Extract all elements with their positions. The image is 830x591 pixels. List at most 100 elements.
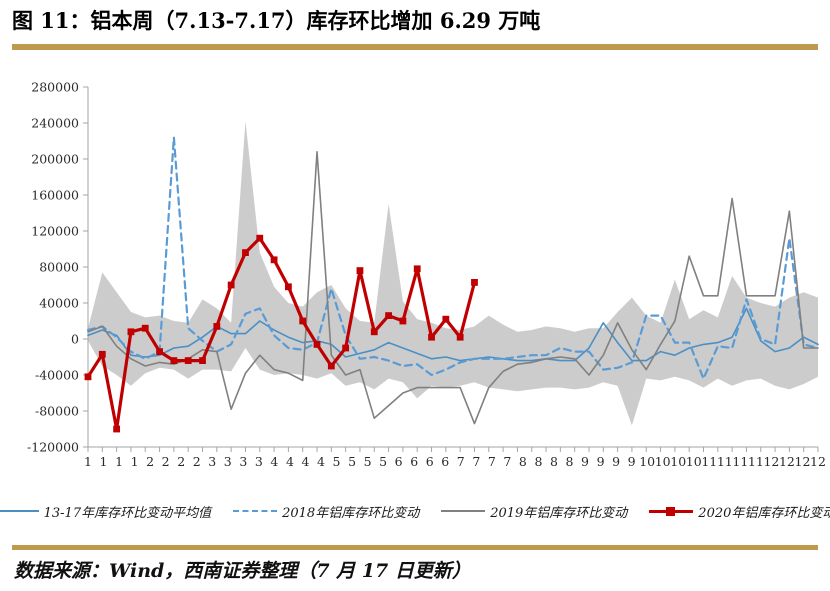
series-marker-2020 (156, 348, 163, 355)
x-axis-tick-label: 4 (270, 454, 278, 469)
series-marker-2020 (184, 357, 192, 364)
legend-label-avg: 13-17年库存环比变动平均值 (43, 505, 212, 521)
series-marker-2020 (299, 317, 307, 325)
series-marker-2020 (456, 333, 464, 341)
legend-swatch-2020 (649, 505, 694, 517)
x-axis-tick-label: 1 (115, 454, 123, 469)
x-axis-tick-label: 8 (566, 454, 574, 469)
series-marker-2020 (98, 350, 106, 358)
x-axis-tick-label: 1 (84, 454, 92, 469)
x-axis-tick-label: 6 (441, 454, 449, 469)
x-axis-tick-label: 10 (670, 454, 686, 469)
y-axis-tick-label: 240000 (31, 116, 79, 131)
legend-item-avg[interactable]: 13-17年库存环比变动平均值 (0, 502, 211, 521)
legend-label-2018: 2018年铝库存环比变动 (282, 505, 420, 521)
x-axis-tick-label: 12 (810, 454, 826, 469)
x-axis-tick-label: 2 (162, 454, 170, 469)
x-axis-tick-label: 7 (503, 454, 511, 469)
series-marker-2020 (284, 283, 292, 291)
series-marker-2020 (385, 312, 392, 319)
x-axis-tick-label: 8 (534, 454, 542, 469)
x-axis-tick-label: 10 (686, 454, 702, 469)
series-marker-2020 (313, 341, 321, 348)
x-axis-tick-label: 9 (597, 454, 605, 469)
chart-legend: 13-17年库存环比变动平均值 2018年铝库存环比变动 2019年铝库存环比变… (0, 496, 830, 526)
x-axis-tick-label: 7 (457, 454, 465, 469)
range-band (88, 121, 818, 426)
y-axis-tick-label: 40000 (39, 296, 79, 311)
legend-swatch-2018 (233, 505, 278, 517)
x-axis-tick-label: 11 (732, 454, 748, 469)
x-axis-tick-label: 3 (208, 454, 216, 469)
x-axis-tick-label: 1 (131, 454, 139, 469)
y-axis-tick-label: -40000 (35, 368, 79, 383)
series-line-3 (86, 236, 477, 431)
x-axis-tick-label: 11 (748, 454, 764, 469)
series-marker-2020 (84, 373, 92, 381)
x-axis-tick-label: 4 (317, 454, 325, 469)
page-title: 图 11：铝本周（7.13-7.17）库存环比增加 6.29 万吨 (12, 8, 541, 33)
x-axis-tick-label: 9 (581, 454, 589, 469)
x-axis-tick-label: 5 (379, 454, 387, 469)
legend-marker-square-2020 (666, 507, 676, 516)
series-marker-2020 (127, 328, 135, 336)
x-axis-tick-label: 1 (100, 454, 108, 469)
series-marker-2020 (399, 317, 407, 325)
x-axis-tick-label: 3 (239, 454, 247, 469)
y-axis-tick-label: 80000 (39, 260, 79, 275)
series-marker-2020 (256, 234, 264, 242)
title-divider-top (12, 44, 818, 50)
x-axis-tick-label: 11 (717, 454, 733, 469)
y-axis-tick-label: 0 (71, 332, 79, 347)
x-axis-tick-label: 5 (364, 454, 372, 469)
series-marker-2020 (442, 315, 450, 323)
x-axis-tick-label: 7 (488, 454, 496, 469)
x-axis-tick-label: 2 (193, 454, 201, 469)
legend-label-2019: 2019年铝库存环比变动 (490, 505, 628, 521)
x-axis-tick-label: 8 (519, 454, 527, 469)
data-source-note: 数据来源：Wind，西南证券整理（7 月 17 日更新） (14, 560, 471, 582)
series-marker-2020 (113, 425, 121, 433)
x-axis-tick-label: 12 (779, 454, 795, 469)
legend-label-2020: 2020年铝库存环比变动 (698, 505, 830, 521)
y-axis-tick-label: 120000 (31, 224, 79, 239)
x-axis-tick-label: 3 (255, 454, 263, 469)
x-axis-tick-label: 6 (410, 454, 418, 469)
legend-item-2019[interactable]: 2019年铝库存环比变动 (441, 502, 627, 521)
x-axis-tick-label: 12 (763, 454, 779, 469)
x-axis-tick-label: 8 (550, 454, 558, 469)
x-axis-tick-label: 7 (472, 454, 480, 469)
x-axis-tick-label: 3 (224, 454, 232, 469)
y-axis-tick-label: -80000 (35, 404, 79, 419)
x-axis-tick-label: 5 (348, 454, 356, 469)
x-axis-tick-label: 11 (701, 454, 717, 469)
chart-axes (83, 86, 819, 452)
legend-swatch-avg (0, 505, 39, 517)
legend-item-2018[interactable]: 2018年铝库存环比变动 (233, 502, 419, 521)
y-axis-tick-label: 280000 (31, 80, 79, 95)
x-axis-tick-label: 4 (286, 454, 294, 469)
x-axis-tick-label: 9 (628, 454, 636, 469)
series-marker-2020 (413, 265, 421, 273)
series-marker-2020 (242, 249, 249, 256)
series-marker-2020 (342, 344, 350, 352)
x-axis-tick-label: 9 (612, 454, 620, 469)
range-band-area (88, 121, 818, 426)
figure-title-block: 图 11：铝本周（7.13-7.17）库存环比增加 6.29 万吨 (12, 4, 818, 44)
series-marker-2020 (428, 333, 435, 341)
data-series-group (84, 136, 820, 433)
legend-item-2020[interactable]: 2020年铝库存环比变动 (649, 502, 830, 521)
legend-swatch-2019 (441, 505, 486, 517)
x-axis-tick-labels: 1 1 1 1 2 2 2 2 3 3 3 3 4 4 4 4 5 5 5 5 6 6 6 6 7 7 7 7 8 8 8 8 9 9 9 9 10 10… (84, 454, 826, 469)
x-axis-tick-label: 12 (795, 454, 811, 469)
series-marker-2020 (199, 357, 206, 364)
series-marker-2020 (170, 357, 178, 364)
x-axis-tick-label: 10 (655, 454, 671, 469)
series-marker-2020 (471, 278, 478, 286)
y-axis-tick-labels: -120000 -80000 -40000 0 40000 80000 120000 1600… (27, 80, 79, 455)
series-marker-2020 (356, 267, 364, 274)
x-axis-tick-label: 4 (301, 454, 309, 469)
line-chart: -120000 -80000 -40000 0 40000 80000 120000 1600… (27, 80, 826, 470)
x-axis-tick-label: 5 (333, 454, 341, 469)
